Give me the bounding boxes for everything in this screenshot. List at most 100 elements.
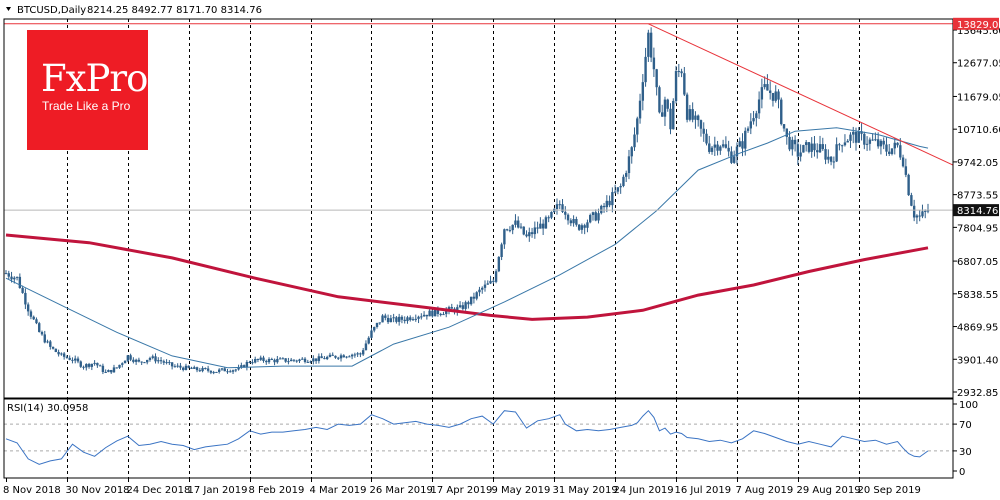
candle-body [683,73,686,95]
candle-body [780,99,783,125]
candle-body [289,359,293,362]
candle-body [469,296,473,305]
candle-body [829,156,833,162]
candle-body [403,319,406,322]
rsi-tick-label: 70 [959,420,972,431]
candle-body [190,367,193,369]
candle-body [409,317,412,320]
candle-body [93,362,96,364]
candle-body [425,314,429,317]
candle-body [921,211,924,217]
candle-body [445,310,448,315]
candle-body [710,147,714,152]
rsi-axis: 100 70 30 0 [953,400,978,478]
candle-body [804,142,808,146]
candle-body [868,139,872,144]
candle-body [251,362,254,364]
candle-body [104,371,107,373]
candle-body [724,144,728,148]
x-tick-label: 8 Feb 2019 [249,485,305,496]
candle-body [730,151,733,163]
candle-body [871,139,874,141]
candle-body [644,56,647,83]
candle-body [475,292,478,299]
candle-body [143,362,146,364]
candle-body [641,82,645,101]
candle-body [530,232,534,235]
x-tick-label: 16 Jul 2019 [675,485,732,496]
candle-body [256,358,260,360]
current-price-tag [953,204,999,217]
candle-body [301,358,304,360]
candle-body [497,257,501,272]
candle-body [237,367,240,370]
candle-body [896,142,899,146]
price-tick-label: 6807.05 [957,257,998,268]
candle-body [312,358,315,362]
candle-body [893,142,896,149]
candle-body [652,57,656,70]
candle-body [76,358,80,362]
candle-body [550,211,553,218]
candle-body [32,316,35,320]
candle-body [774,91,777,101]
candle-body [170,362,174,367]
candle-body [655,69,658,88]
candle-body [98,365,102,367]
candle-body [395,317,398,322]
candle-body [577,224,581,230]
candle-body [126,355,130,361]
price-pane[interactable] [4,23,954,375]
candle-body [843,142,847,146]
candle-body [15,276,19,278]
candle-body [627,156,631,174]
candle-body [636,118,639,135]
candle-body [337,357,340,359]
candle-body [212,372,215,374]
candle-body [807,142,811,152]
rsi-label: RSI(14) 30.0958 [7,403,88,414]
candle-body [727,147,730,152]
candle-body [417,316,420,319]
horizontal-grid [4,423,953,452]
candle-body [278,358,282,360]
candle-body [583,225,586,228]
price-tick-label: 7804.95 [957,223,998,234]
candle-body [182,367,185,370]
candle-body [810,143,813,152]
x-tick-label: 31 May 2019 [553,485,618,496]
candle-body [309,361,312,363]
candle-body [40,331,44,335]
candle-body [348,356,351,358]
candle-body [118,364,121,368]
rsi-pane[interactable] [5,409,929,465]
candle-body [21,287,24,293]
ohlc-readout: 8214.25 8492.77 8171.70 8314.76 [87,5,262,16]
candle-body [7,273,10,277]
price-tick-label: 2932.85 [957,388,998,399]
candle-body [295,360,298,362]
candle-body [320,356,323,359]
candle-body [494,271,498,282]
vertical-grid [67,19,860,478]
candle-body [605,200,609,208]
candle-body [705,133,708,144]
candle-body [885,144,888,152]
candle-body [345,356,348,358]
candle-body [447,307,451,311]
dropdown-triangle-icon[interactable] [6,7,11,11]
candle-body [231,370,235,372]
candle-body [90,363,94,367]
candle-body [267,358,271,363]
candle-body [342,355,345,358]
price-tick-label: 11679.05 [957,92,1000,103]
candle-body [49,341,52,347]
candle-body [486,283,489,285]
candle-body [458,305,462,308]
x-tick-label: 7 Aug 2019 [736,485,794,496]
rsi-line [5,409,929,465]
candle-body [123,360,127,364]
candle-body [456,307,459,313]
